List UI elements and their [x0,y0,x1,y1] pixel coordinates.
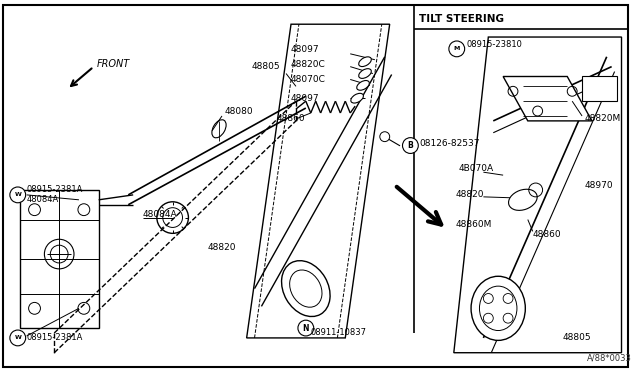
Text: 08911-10837: 08911-10837 [311,328,367,337]
Text: 48805: 48805 [252,62,280,71]
Text: M: M [454,46,460,51]
Ellipse shape [509,189,537,211]
Text: 48820C: 48820C [291,60,326,69]
Text: TILT STEERING: TILT STEERING [419,14,504,24]
Text: 08915-2381A: 08915-2381A [27,333,83,342]
Polygon shape [582,77,616,101]
Circle shape [298,320,314,336]
Text: 48084A: 48084A [143,210,178,219]
Text: 08915-2381A: 08915-2381A [27,186,83,195]
Text: 08915-23810: 08915-23810 [467,41,522,49]
Text: 48820: 48820 [207,243,236,252]
Text: 48860M: 48860M [456,220,492,229]
Circle shape [10,187,26,203]
Circle shape [449,41,465,57]
Text: 48097: 48097 [291,45,319,54]
Text: 48084A: 48084A [27,195,59,204]
Text: W: W [14,192,21,198]
Circle shape [10,330,26,346]
Text: 48805: 48805 [563,333,591,342]
Text: W: W [14,336,21,340]
Text: 48820M: 48820M [585,115,621,124]
Text: 48080: 48080 [225,106,253,116]
Ellipse shape [356,80,369,90]
FancyBboxPatch shape [3,6,628,366]
Text: 48860: 48860 [276,115,305,124]
Text: 48070C: 48070C [291,75,326,84]
Text: 48097: 48097 [291,94,319,103]
Text: B: B [408,141,413,150]
Ellipse shape [358,69,371,78]
Ellipse shape [351,93,364,103]
Ellipse shape [471,276,525,340]
Ellipse shape [358,57,371,67]
Text: 48970: 48970 [585,180,614,189]
Text: FRONT: FRONT [97,59,130,69]
Text: N: N [303,324,309,333]
Text: 48860: 48860 [532,230,561,239]
Circle shape [403,138,419,153]
Ellipse shape [282,261,330,317]
Text: 08126-82537: 08126-82537 [419,139,480,148]
Text: 48820: 48820 [456,190,484,199]
Circle shape [380,132,390,142]
Text: 4B070A: 4B070A [459,164,494,173]
Text: A/88*0033: A/88*0033 [587,353,632,362]
Polygon shape [503,77,592,121]
